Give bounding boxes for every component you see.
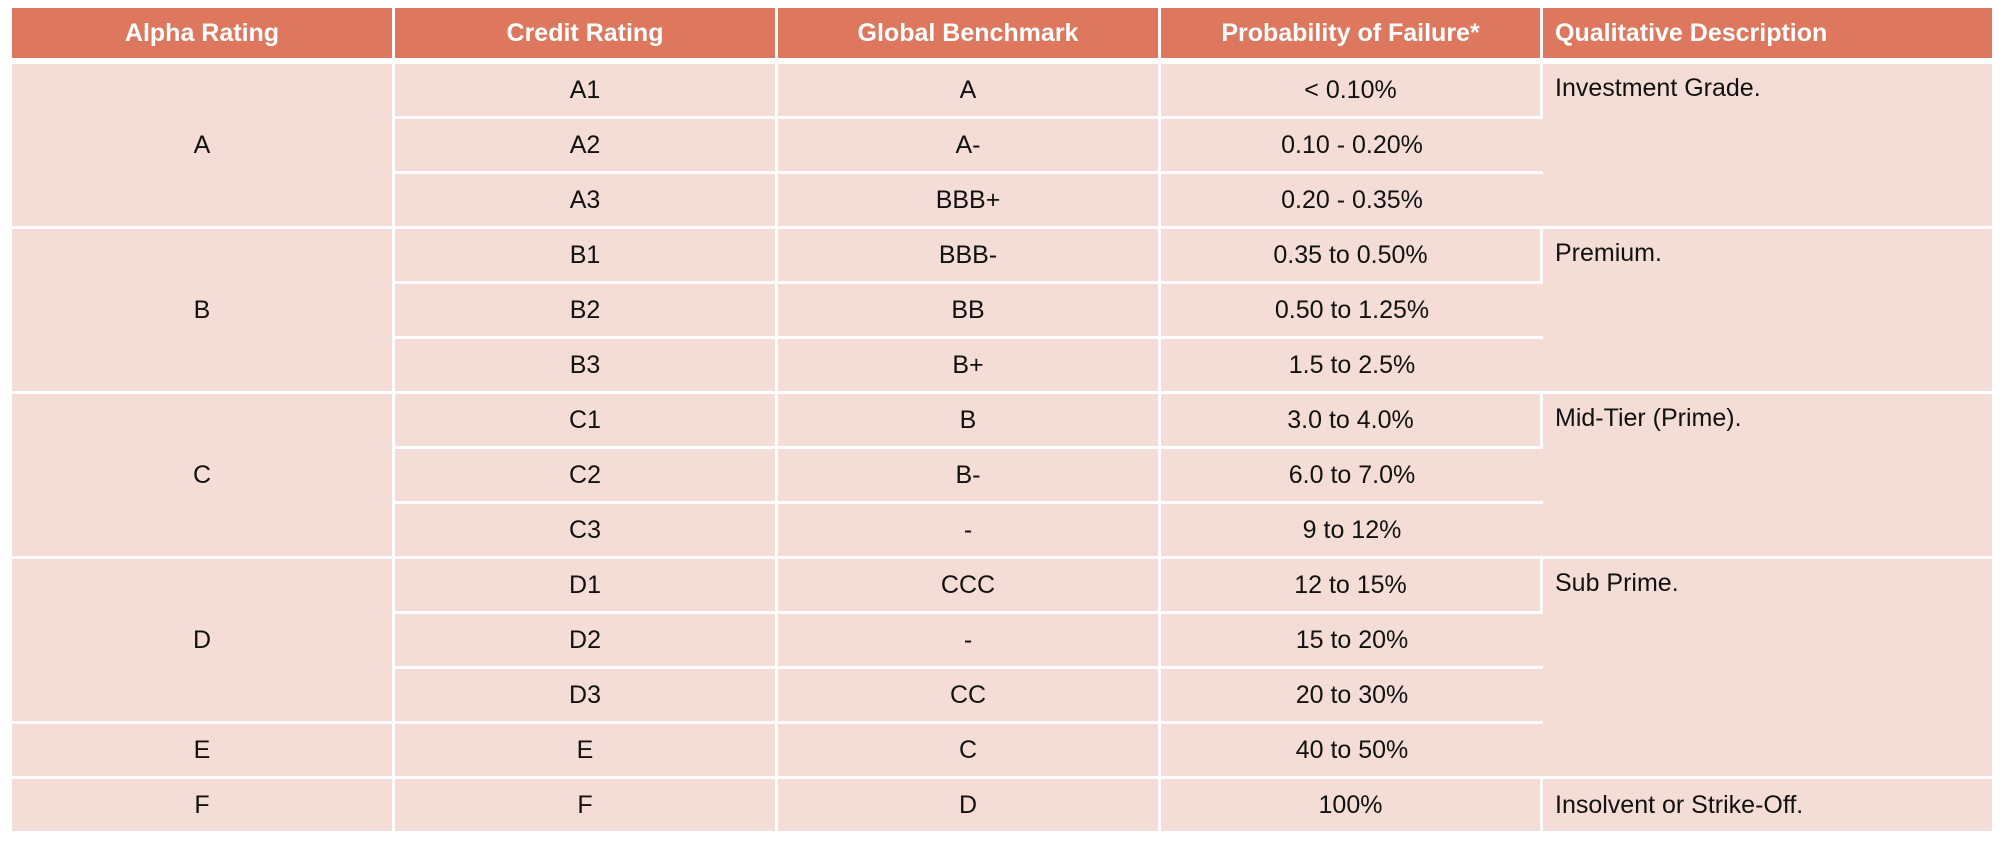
global-benchmark-cell: -	[778, 504, 1161, 559]
table-row: E E C 40 to 50%	[12, 724, 1992, 779]
probability-cell: 15 to 20%	[1161, 614, 1543, 669]
probability-cell: 9 to 12%	[1161, 504, 1543, 559]
global-benchmark-cell: -	[778, 614, 1161, 669]
probability-cell: 0.10 - 0.20%	[1161, 119, 1543, 174]
table-row: C3 - 9 to 12%	[12, 504, 1992, 559]
global-benchmark-cell: CCC	[778, 559, 1161, 614]
alpha-rating-cell: F	[12, 779, 395, 834]
credit-rating-cell: C3	[395, 504, 778, 559]
global-benchmark-cell: CC	[778, 669, 1161, 724]
table-row: B3 B+ 1.5 to 2.5%	[12, 339, 1992, 394]
table-row: A A1 A < 0.10% Investment Grade.	[12, 64, 1992, 229]
credit-rating-cell: B2	[395, 284, 778, 339]
table-row: B2 BB 0.50 to 1.25%	[12, 284, 1992, 339]
probability-cell: 1.5 to 2.5%	[1161, 339, 1543, 394]
global-benchmark-cell: B+	[778, 339, 1161, 394]
global-benchmark-cell: D	[778, 779, 1161, 834]
description-cell: Premium.	[1543, 229, 1992, 394]
table-row: B B1 BBB- 0.35 to 0.50% Premium.	[12, 229, 1992, 394]
probability-cell: 0.50 to 1.25%	[1161, 284, 1543, 339]
table-row: D2 - 15 to 20%	[12, 614, 1992, 669]
alpha-rating-cell: A	[12, 64, 395, 229]
credit-rating-cell: F	[395, 779, 778, 834]
probability-cell: 40 to 50%	[1161, 724, 1543, 779]
description-cell: Sub Prime.	[1543, 559, 1992, 779]
global-benchmark-cell: C	[778, 724, 1161, 779]
probability-cell: 6.0 to 7.0%	[1161, 449, 1543, 504]
header-row: Alpha Rating Credit Rating Global Benchm…	[12, 8, 1992, 64]
rating-table: Alpha Rating Credit Rating Global Benchm…	[12, 8, 1992, 834]
credit-rating-cell: D1	[395, 559, 778, 614]
credit-rating-cell: A1	[395, 64, 778, 119]
description-cell: Investment Grade.	[1543, 64, 1992, 229]
probability-cell: < 0.10%	[1161, 64, 1543, 119]
global-benchmark-cell: BBB-	[778, 229, 1161, 284]
credit-rating-cell: A2	[395, 119, 778, 174]
credit-rating-cell: E	[395, 724, 778, 779]
alpha-rating-cell: D	[12, 559, 395, 724]
header-credit-rating: Credit Rating	[395, 8, 778, 64]
credit-rating-cell: A3	[395, 174, 778, 229]
probability-cell: 100%	[1161, 779, 1543, 834]
probability-cell: 20 to 30%	[1161, 669, 1543, 724]
credit-rating-cell: C2	[395, 449, 778, 504]
header-qualitative-description: Qualitative Description	[1543, 8, 1992, 64]
table-row: D D1 CCC 12 to 15% Sub Prime.	[12, 559, 1992, 779]
description-cell: Insolvent or Strike-Off.	[1543, 779, 1992, 834]
global-benchmark-cell: BB	[778, 284, 1161, 339]
probability-cell: 0.20 - 0.35%	[1161, 174, 1543, 229]
table-row: C C1 B 3.0 to 4.0% Mid-Tier (Prime).	[12, 394, 1992, 559]
table-row: F F D 100% Insolvent or Strike-Off.	[12, 779, 1992, 834]
global-benchmark-cell: BBB+	[778, 174, 1161, 229]
probability-cell: 3.0 to 4.0%	[1161, 394, 1543, 449]
table-row: A3 BBB+ 0.20 - 0.35%	[12, 174, 1992, 229]
table-row: D3 CC 20 to 30%	[12, 669, 1992, 724]
credit-rating-cell: C1	[395, 394, 778, 449]
alpha-rating-cell: B	[12, 229, 395, 394]
header-probability-of-failure: Probability of Failure*	[1161, 8, 1543, 64]
probability-cell: 0.35 to 0.50%	[1161, 229, 1543, 284]
header-global-benchmark: Global Benchmark	[778, 8, 1161, 64]
alpha-rating-cell: E	[12, 724, 395, 779]
credit-rating-cell: D3	[395, 669, 778, 724]
header-alpha-rating: Alpha Rating	[12, 8, 395, 64]
credit-rating-cell: B3	[395, 339, 778, 394]
rating-table-container: Alpha Rating Credit Rating Global Benchm…	[12, 8, 1992, 834]
global-benchmark-cell: B	[778, 394, 1161, 449]
credit-rating-cell: D2	[395, 614, 778, 669]
table-row: A2 A- 0.10 - 0.20%	[12, 119, 1992, 174]
alpha-rating-cell: C	[12, 394, 395, 559]
global-benchmark-cell: A	[778, 64, 1161, 119]
global-benchmark-cell: B-	[778, 449, 1161, 504]
credit-rating-cell: B1	[395, 229, 778, 284]
probability-cell: 12 to 15%	[1161, 559, 1543, 614]
description-cell: Mid-Tier (Prime).	[1543, 394, 1992, 559]
global-benchmark-cell: A-	[778, 119, 1161, 174]
table-row: C2 B- 6.0 to 7.0%	[12, 449, 1992, 504]
